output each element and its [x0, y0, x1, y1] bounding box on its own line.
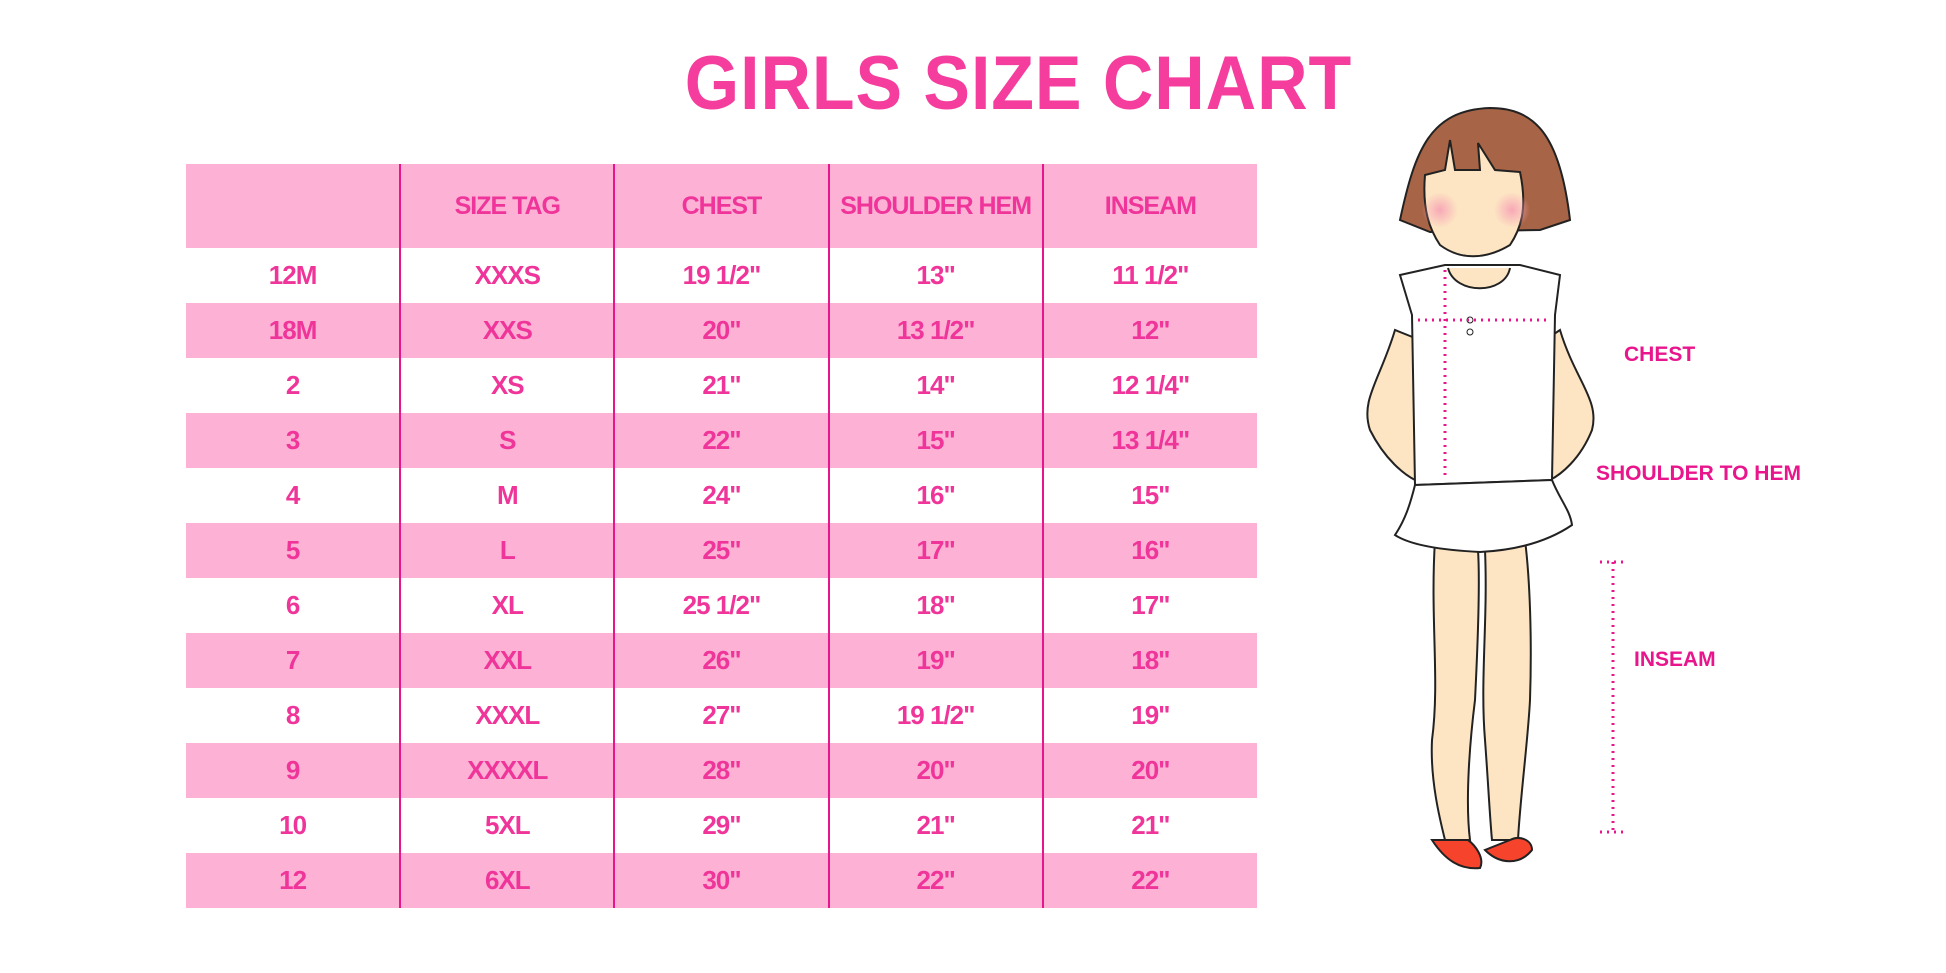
- cell-size-tag: XXS: [399, 303, 615, 358]
- cell-size-tag: XL: [399, 578, 615, 633]
- girl-measurement-illustration: [1366, 106, 1628, 870]
- cell-inseam: 16": [1041, 523, 1257, 578]
- cell-shoulder-hem: 17": [827, 523, 1043, 578]
- cell-chest: 26": [613, 633, 829, 688]
- cell-size: 4: [285, 480, 300, 510]
- cell-chest: 22": [613, 413, 829, 468]
- cell-size: 2: [285, 370, 300, 400]
- cell-inseam: 12": [1041, 303, 1257, 358]
- cell-size-tag: L: [399, 523, 615, 578]
- cell-chest: 29": [613, 798, 829, 853]
- cell-size-tag: XXXS: [399, 248, 615, 303]
- cell-size: 9: [186, 743, 401, 798]
- cell-shoulder-hem: 20": [827, 743, 1043, 798]
- cell-size: 10: [279, 810, 307, 840]
- table-row: 7 XXL 26" 19" 18": [186, 633, 1257, 688]
- cell-inseam: 21": [1041, 798, 1257, 853]
- cell-size-tag: S: [399, 413, 615, 468]
- table-row: 18M XXS 20" 13 1/2" 12": [186, 303, 1257, 358]
- table-row: 6 XL 25 1/2" 18" 17": [186, 578, 1257, 633]
- cell-shoulder-hem: 13": [827, 248, 1043, 303]
- header-size-tag: SIZE TAG: [399, 164, 615, 248]
- table-row: 12 6XL 30" 22" 22": [186, 853, 1257, 908]
- cell-shoulder-hem: 16": [827, 468, 1043, 523]
- table-row: 5 L 25" 17" 16": [186, 523, 1257, 578]
- header-size: [186, 164, 401, 248]
- cell-chest: 25": [613, 523, 829, 578]
- top: [1398, 264, 1562, 487]
- skirt: [1393, 478, 1574, 554]
- cell-shoulder-hem: 18": [827, 578, 1043, 633]
- cell-shoulder-hem: 14": [827, 358, 1043, 413]
- table-row: 10 5XL 29" 21" 21": [186, 798, 1257, 853]
- cell-chest: 21": [613, 358, 829, 413]
- table-row: 9 XXXXL 28" 20" 20": [186, 743, 1257, 798]
- face: [1423, 139, 1525, 258]
- inseam-label: INSEAM: [1634, 648, 1716, 671]
- legs: [1430, 538, 1532, 841]
- cell-shoulder-hem: 15": [827, 413, 1043, 468]
- cell-chest: 24": [613, 468, 829, 523]
- table-row: 12M XXXS 19 1/2" 13" 11 1/2": [186, 248, 1257, 303]
- page-title: GIRLS SIZE CHART: [684, 41, 1353, 126]
- table-row: 8 XXXL 27" 19 1/2" 19": [186, 688, 1257, 743]
- cell-inseam: 15": [1041, 468, 1257, 523]
- table-row: 3 S 22" 15" 13 1/4": [186, 413, 1257, 468]
- cell-size: 18M: [186, 303, 401, 358]
- cell-size: 7: [186, 633, 401, 688]
- cell-inseam: 11 1/2": [1041, 248, 1257, 303]
- header-shoulder-hem: SHOULDER HEM: [827, 164, 1043, 248]
- cell-size-tag: M: [399, 468, 615, 523]
- size-table: SIZE TAG CHEST SHOULDER HEM INSEAM 12M XX…: [186, 164, 1257, 908]
- cell-inseam: 18": [1041, 633, 1257, 688]
- cell-size: 12: [186, 853, 401, 908]
- cell-size: 12M: [268, 260, 318, 290]
- cell-shoulder-hem: 19 1/2": [827, 688, 1043, 743]
- cell-size: 5: [186, 523, 401, 578]
- cell-chest: 28": [613, 743, 829, 798]
- cell-chest: 27": [613, 688, 829, 743]
- cell-size-tag: XXXXL: [399, 743, 615, 798]
- table-row: 4 M 24" 16" 15": [186, 468, 1257, 523]
- cell-inseam: 12 1/4": [1041, 358, 1257, 413]
- cell-shoulder-hem: 22": [827, 853, 1043, 908]
- cell-size: 3: [186, 413, 401, 468]
- cell-chest: 25 1/2": [613, 578, 829, 633]
- cell-size: 6: [285, 590, 300, 620]
- table-header-row: SIZE TAG CHEST SHOULDER HEM INSEAM: [186, 164, 1257, 248]
- header-inseam: INSEAM: [1041, 164, 1257, 248]
- cell-inseam: 19": [1041, 688, 1257, 743]
- cell-size-tag: XXL: [399, 633, 615, 688]
- cell-shoulder-hem: 21": [827, 798, 1043, 853]
- cell-shoulder-hem: 19": [827, 633, 1043, 688]
- cell-size-tag: 5XL: [399, 798, 615, 853]
- cell-size: 8: [285, 700, 300, 730]
- cell-inseam: 17": [1041, 578, 1257, 633]
- cell-inseam: 13 1/4": [1041, 413, 1257, 468]
- shoes: [1430, 837, 1534, 870]
- cell-chest: 20": [613, 303, 829, 358]
- cell-shoulder-hem: 13 1/2": [827, 303, 1043, 358]
- cell-size-tag: 6XL: [399, 853, 615, 908]
- chest-label: CHEST: [1624, 343, 1696, 366]
- cell-size-tag: XS: [399, 358, 615, 413]
- cell-size-tag: XXXL: [399, 688, 615, 743]
- table-row: 2 XS 21" 14" 12 1/4": [186, 358, 1257, 413]
- shoulder-to-hem-label: SHOULDER TO HEM: [1596, 462, 1801, 485]
- cell-inseam: 22": [1041, 853, 1257, 908]
- cell-chest: 30": [613, 853, 829, 908]
- header-chest: CHEST: [613, 164, 829, 248]
- cell-chest: 19 1/2": [613, 248, 829, 303]
- cell-inseam: 20": [1041, 743, 1257, 798]
